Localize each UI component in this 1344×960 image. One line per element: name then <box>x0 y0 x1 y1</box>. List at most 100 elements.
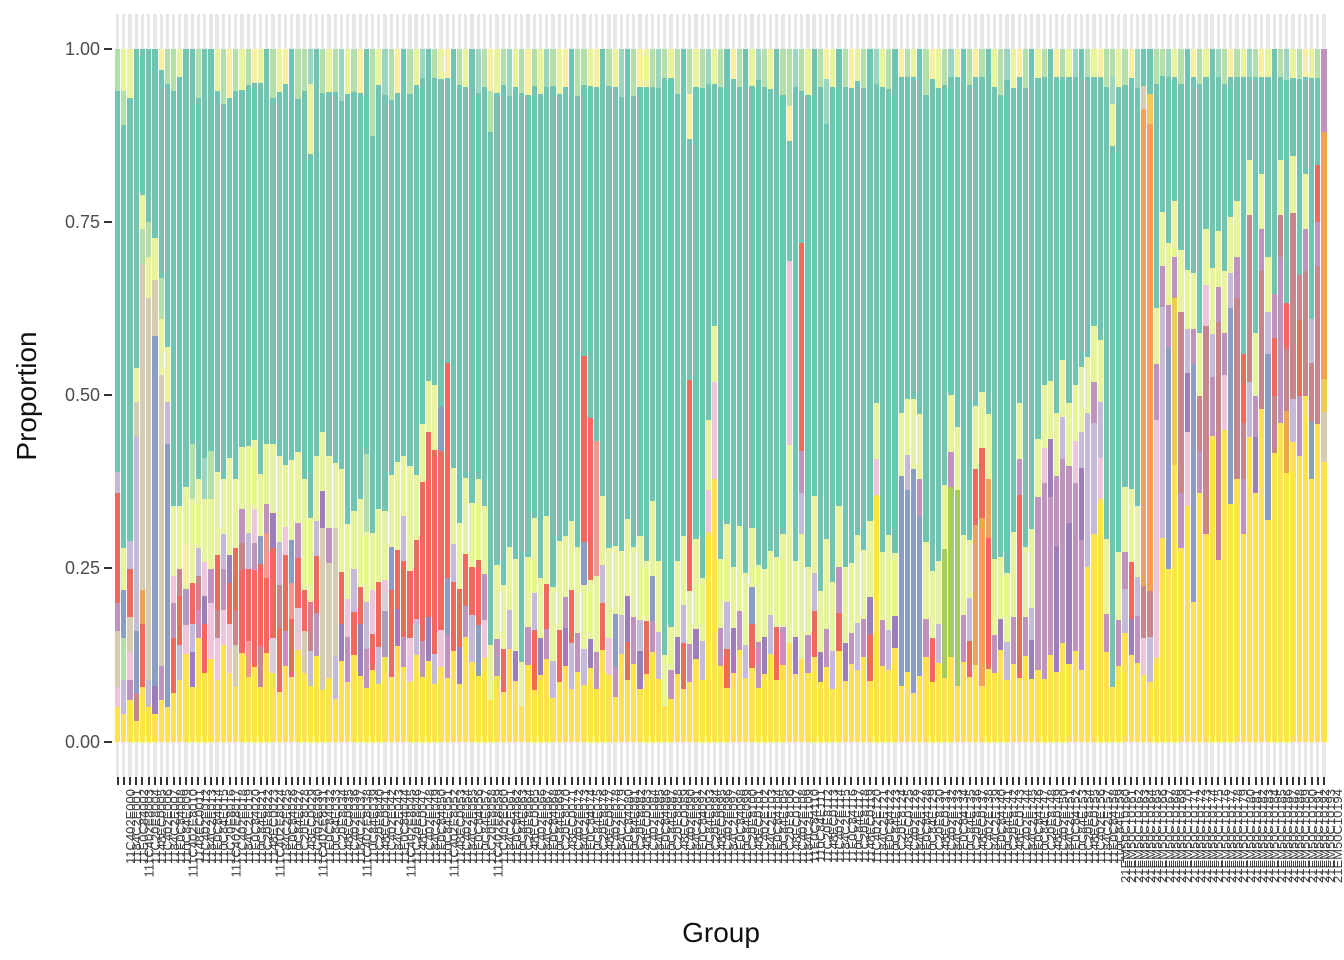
bar-cap-bottom <box>1191 742 1196 777</box>
bar-segment <box>699 679 705 742</box>
bar-stack <box>481 49 488 742</box>
bar-segment <box>954 49 960 77</box>
bar-stack <box>550 49 556 742</box>
bar-segment <box>643 86 649 562</box>
bar-segment <box>1016 77 1022 403</box>
bar-cap-top <box>774 14 779 49</box>
y-tick-label: 1.00 <box>64 38 100 59</box>
bar-segment <box>1091 423 1097 535</box>
bar-segment <box>1315 164 1321 223</box>
bar-cap-top <box>1023 14 1028 49</box>
bar-segment <box>239 48 245 91</box>
bar-segment <box>1066 77 1072 403</box>
bar-segment <box>301 478 307 590</box>
bar-segment <box>811 49 817 496</box>
bar-cap-top <box>1222 14 1227 49</box>
bar-cap-top <box>494 14 499 49</box>
bar-cap-bottom <box>382 742 387 777</box>
bar-cap-top <box>177 14 182 49</box>
bar-segment <box>233 90 239 479</box>
bar-cap-bottom <box>1066 742 1071 777</box>
bar-segment <box>1072 77 1078 385</box>
bar <box>189 14 195 777</box>
bar-stack <box>1284 49 1290 742</box>
bar-segment <box>1153 364 1159 420</box>
bar-stack <box>556 49 562 742</box>
x-tick <box>551 777 554 785</box>
bar-cap-top <box>905 14 910 49</box>
bar-segment <box>519 49 525 93</box>
bar-stack <box>1122 49 1128 742</box>
bar-segment <box>444 577 450 635</box>
x-tick <box>402 777 405 785</box>
bar-segment <box>1159 266 1165 308</box>
bar-segment <box>450 650 457 742</box>
bar-segment <box>189 686 195 742</box>
bar-cap-bottom <box>407 742 412 777</box>
bar <box>1078 14 1085 777</box>
bar <box>724 14 730 777</box>
bar-cap-bottom <box>818 742 823 777</box>
bar-segment <box>295 522 301 559</box>
bar-cap-bottom <box>127 742 132 777</box>
bar-stack <box>525 49 531 742</box>
bar-segment <box>450 49 457 468</box>
bar-segment <box>1253 492 1259 742</box>
bar-segment <box>450 544 457 583</box>
bar-segment <box>332 49 338 92</box>
bar-stack <box>767 49 774 742</box>
bar-stack <box>1321 49 1327 742</box>
x-tick <box>1074 777 1077 785</box>
bar-stack <box>537 49 544 742</box>
bar-segment <box>133 631 139 694</box>
bar-segment <box>432 683 438 742</box>
bar-segment <box>836 505 842 567</box>
bar-segment <box>662 705 668 742</box>
bar <box>1265 14 1271 777</box>
bar-cap-bottom <box>768 742 773 777</box>
bar-segment <box>251 570 258 667</box>
bar-segment <box>233 478 239 548</box>
bar-segment <box>369 590 376 634</box>
x-tick <box>527 777 530 785</box>
bar-segment <box>1184 432 1190 507</box>
bar-cap-top <box>140 14 145 49</box>
bar-segment <box>568 643 575 689</box>
bar-segment <box>425 49 432 381</box>
bar-stack <box>774 49 780 742</box>
bar-segment <box>948 77 954 396</box>
bar-segment <box>488 132 494 645</box>
bar-segment <box>295 98 301 453</box>
bar-cap-top <box>569 14 574 49</box>
bar-cap-top <box>886 14 891 49</box>
bar <box>1097 14 1103 777</box>
bar-segment <box>164 346 170 403</box>
bar-cap-top <box>432 14 437 49</box>
bar-segment <box>861 49 867 88</box>
bar-segment <box>1246 76 1253 160</box>
bar-segment <box>183 486 189 546</box>
bar-segment <box>830 650 836 689</box>
x-tick <box>844 777 847 785</box>
bar-segment <box>531 630 537 690</box>
bar-cap-bottom <box>215 742 220 777</box>
bar <box>1240 14 1246 777</box>
x-tick <box>1049 777 1052 785</box>
x-tick <box>694 777 697 785</box>
bar-cap-top <box>967 14 972 49</box>
bar-stack <box>600 49 606 742</box>
bar-segment <box>1029 639 1035 679</box>
bar-segment <box>1085 357 1091 413</box>
bar-segment <box>1265 353 1271 521</box>
bar-segment <box>401 516 407 562</box>
bar-segment <box>1190 49 1197 77</box>
bar <box>637 14 643 777</box>
bar-stack <box>475 49 481 742</box>
x-tick <box>303 777 306 785</box>
bar <box>401 14 407 777</box>
bar-segment <box>1041 77 1047 385</box>
bar-stack <box>755 49 761 742</box>
bar-stack <box>985 48 991 742</box>
bar <box>923 14 929 777</box>
bar-segment <box>1209 435 1215 742</box>
